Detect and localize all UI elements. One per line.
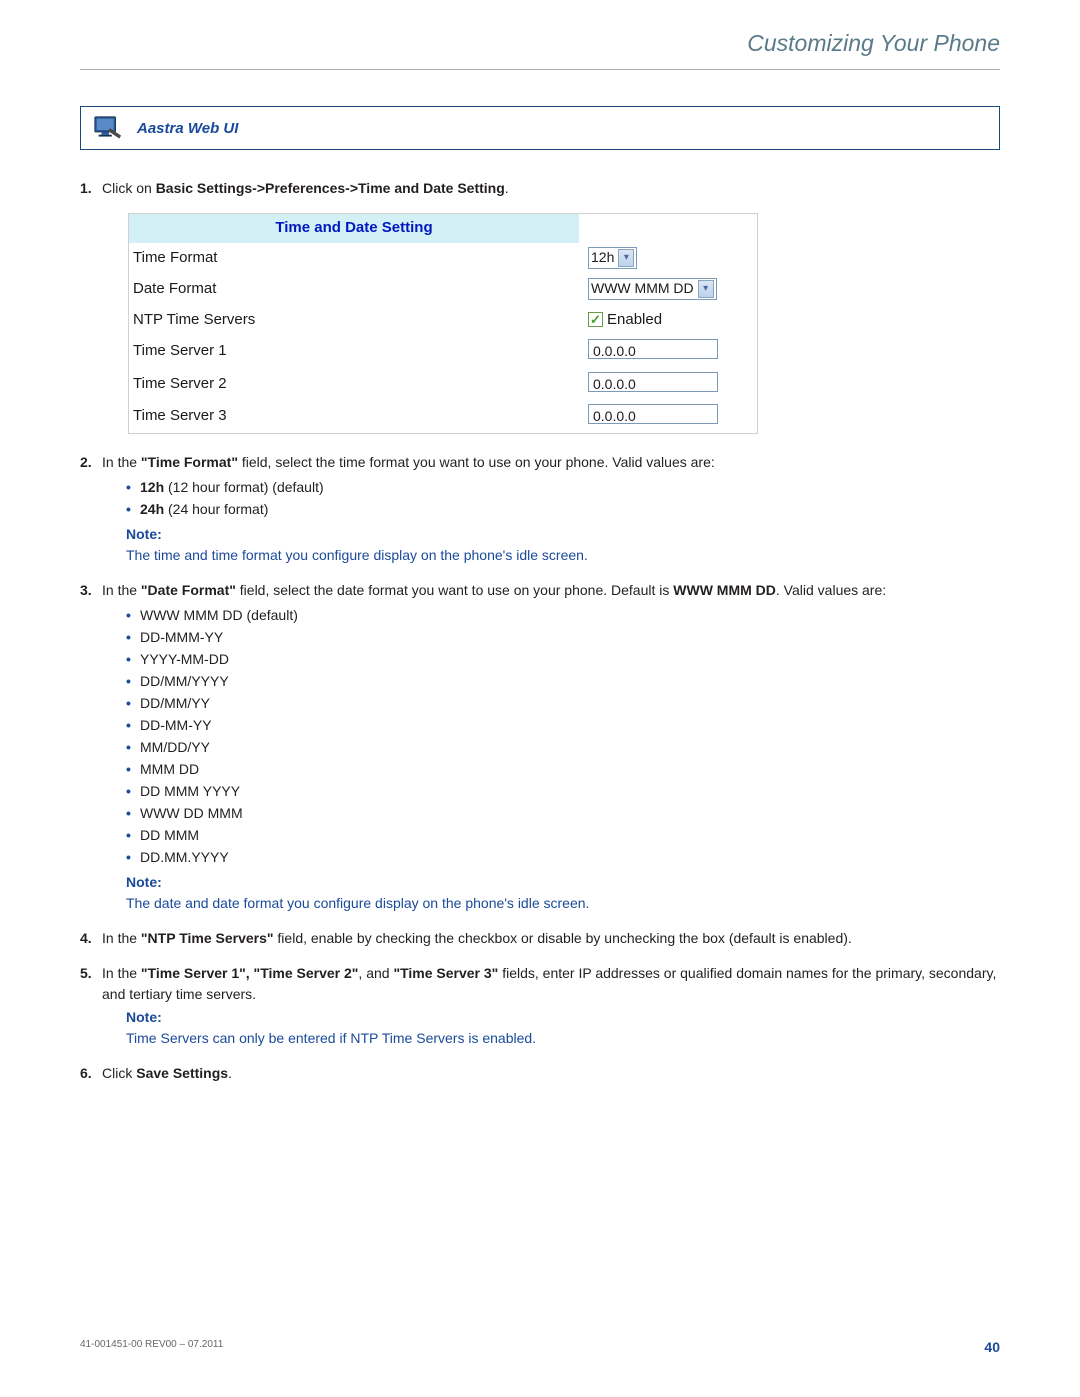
row-label: Date Format bbox=[129, 274, 584, 305]
list-item: YYYY-MM-DD bbox=[126, 649, 1000, 670]
callout-box: Aastra Web UI bbox=[80, 106, 1000, 150]
step-text: In the bbox=[102, 454, 141, 470]
bullet-list: WWW MMM DD (default)DD-MMM-YYYYYY-MM-DDD… bbox=[102, 605, 1000, 868]
step-number: 4. bbox=[80, 928, 92, 949]
step-text: field, enable by checking the checkbox o… bbox=[274, 930, 852, 946]
list-item: WWW MMM DD (default) bbox=[126, 605, 1000, 626]
chevron-down-icon: ▾ bbox=[618, 249, 634, 267]
note-text: The time and time format you configure d… bbox=[102, 545, 1000, 566]
step-bold: WWW MMM DD bbox=[673, 582, 776, 598]
checkbox-label: Enabled bbox=[607, 311, 662, 328]
time-server-2-input[interactable]: 0.0.0.0 bbox=[588, 372, 718, 392]
list-item: 24h (24 hour format) bbox=[126, 499, 1000, 520]
row-label: Time Server 3 bbox=[129, 400, 584, 433]
row-label: Time Format bbox=[129, 243, 584, 274]
step-text: Click on bbox=[102, 180, 156, 196]
note-text: The date and date format you configure d… bbox=[102, 893, 1000, 914]
footer-left: 41-001451-00 REV00 – 07.2011 bbox=[80, 1339, 223, 1355]
step-text: field, select the time format you want t… bbox=[238, 454, 715, 470]
step-number: 1. bbox=[80, 178, 92, 199]
step-number: 6. bbox=[80, 1063, 92, 1084]
row-label: Time Server 1 bbox=[129, 335, 584, 368]
page-header: Customizing Your Phone bbox=[80, 30, 1000, 70]
step-number: 5. bbox=[80, 963, 92, 984]
item-bold: 24h bbox=[140, 501, 164, 517]
callout-label: Aastra Web UI bbox=[137, 120, 238, 137]
step-text: . bbox=[228, 1065, 232, 1081]
page-number: 40 bbox=[984, 1339, 1000, 1355]
note-label: Note: bbox=[102, 872, 1000, 893]
time-server-3-input[interactable]: 0.0.0.0 bbox=[588, 404, 718, 424]
list-item: DD/MM/YY bbox=[126, 693, 1000, 714]
step-1: 1. Click on Basic Settings->Preferences-… bbox=[80, 178, 1000, 199]
step-bold: "Date Format" bbox=[141, 582, 236, 598]
step-bold: "NTP Time Servers" bbox=[141, 930, 274, 946]
list-item: MM/DD/YY bbox=[126, 737, 1000, 758]
step-5: 5. In the "Time Server 1", "Time Server … bbox=[80, 963, 1000, 1049]
date-format-select[interactable]: WWW MMM DD ▾ bbox=[588, 278, 717, 300]
list-item: MMM DD bbox=[126, 759, 1000, 780]
step-text: In the bbox=[102, 965, 141, 981]
settings-title: Time and Date Setting bbox=[129, 214, 579, 243]
item-text: (24 hour format) bbox=[164, 501, 268, 517]
step-bold: Basic Settings->Preferences->Time and Da… bbox=[156, 180, 505, 196]
steps-container: 1. Click on Basic Settings->Preferences-… bbox=[80, 178, 1000, 1084]
step-text: field, select the date format you want t… bbox=[236, 582, 673, 598]
list-item: 12h (12 hour format) (default) bbox=[126, 477, 1000, 498]
note-label: Note: bbox=[102, 524, 1000, 545]
page-footer: 41-001451-00 REV00 – 07.2011 40 bbox=[80, 1339, 1000, 1355]
note-text: Time Servers can only be entered if NTP … bbox=[102, 1028, 1000, 1049]
row-label: NTP Time Servers bbox=[129, 305, 584, 336]
step-text: . Valid values are: bbox=[776, 582, 886, 598]
select-value: 12h bbox=[591, 247, 614, 268]
item-bold: 12h bbox=[140, 479, 164, 495]
list-item: DD.MM.YYYY bbox=[126, 847, 1000, 868]
ntp-checkbox[interactable]: ✓ bbox=[588, 312, 603, 327]
step-text: In the bbox=[102, 930, 141, 946]
list-item: DD MMM bbox=[126, 825, 1000, 846]
select-value: WWW MMM DD bbox=[591, 278, 694, 299]
list-item: DD-MMM-YY bbox=[126, 627, 1000, 648]
step-bold: "Time Server 1", "Time Server 2" bbox=[141, 965, 359, 981]
list-item: DD/MM/YYYY bbox=[126, 671, 1000, 692]
step-number: 2. bbox=[80, 452, 92, 473]
monitor-icon bbox=[93, 115, 123, 141]
time-format-select[interactable]: 12h ▾ bbox=[588, 247, 637, 269]
list-item: WWW DD MMM bbox=[126, 803, 1000, 824]
settings-screenshot: Time and Date Setting Time Format 12h ▾ … bbox=[128, 213, 758, 434]
bullet-list: 12h (12 hour format) (default) 24h (24 h… bbox=[102, 477, 1000, 520]
row-label: Time Server 2 bbox=[129, 368, 584, 401]
note-label: Note: bbox=[102, 1007, 1000, 1028]
step-2: 2. In the "Time Format" field, select th… bbox=[80, 452, 1000, 566]
step-bold: "Time Format" bbox=[141, 454, 238, 470]
list-item: DD-MM-YY bbox=[126, 715, 1000, 736]
step-bold: "Time Server 3" bbox=[393, 965, 498, 981]
step-text: , and bbox=[358, 965, 393, 981]
step-text: Click bbox=[102, 1065, 136, 1081]
step-text: . bbox=[505, 180, 509, 196]
list-item: DD MMM YYYY bbox=[126, 781, 1000, 802]
step-text: In the bbox=[102, 582, 141, 598]
item-text: (12 hour format) (default) bbox=[164, 479, 324, 495]
step-bold: Save Settings bbox=[136, 1065, 228, 1081]
chevron-down-icon: ▾ bbox=[698, 280, 714, 298]
step-4: 4. In the "NTP Time Servers" field, enab… bbox=[80, 928, 1000, 949]
step-6: 6. Click Save Settings. bbox=[80, 1063, 1000, 1084]
step-3: 3. In the "Date Format" field, select th… bbox=[80, 580, 1000, 914]
step-number: 3. bbox=[80, 580, 92, 601]
time-server-1-input[interactable]: 0.0.0.0 bbox=[588, 339, 718, 359]
